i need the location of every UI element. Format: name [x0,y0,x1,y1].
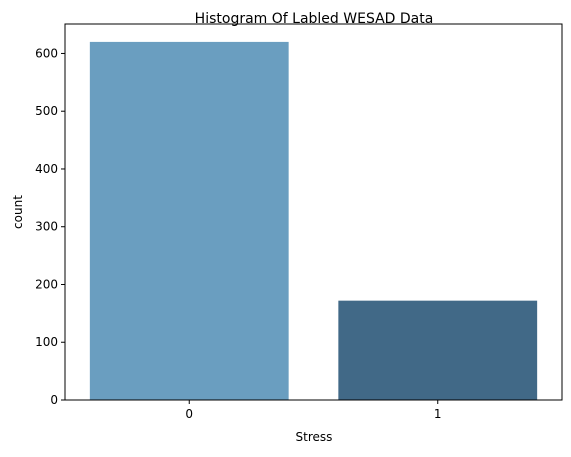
y-tick-label: 100 [35,335,58,349]
plot-frame [64,23,563,401]
bar-1 [338,300,538,400]
bars-layer [89,41,538,401]
y-tick-label: 400 [35,162,58,176]
y-axis: 0 100 200 300 400 500 600 [35,46,65,407]
y-tick-label: 300 [35,220,58,234]
y-tick-label: 600 [35,46,58,60]
x-tick-label: 0 [185,407,193,421]
y-tick-label: 200 [35,277,58,291]
y-tick-label: 500 [35,104,58,118]
bar-0 [89,41,289,401]
chart-title: Histogram Of Labled WESAD Data [195,11,434,27]
x-tick-label: 1 [434,407,442,421]
x-axis-label: Stress [296,430,333,444]
y-axis-label: count [11,195,25,229]
y-tick-label: 0 [50,393,58,407]
